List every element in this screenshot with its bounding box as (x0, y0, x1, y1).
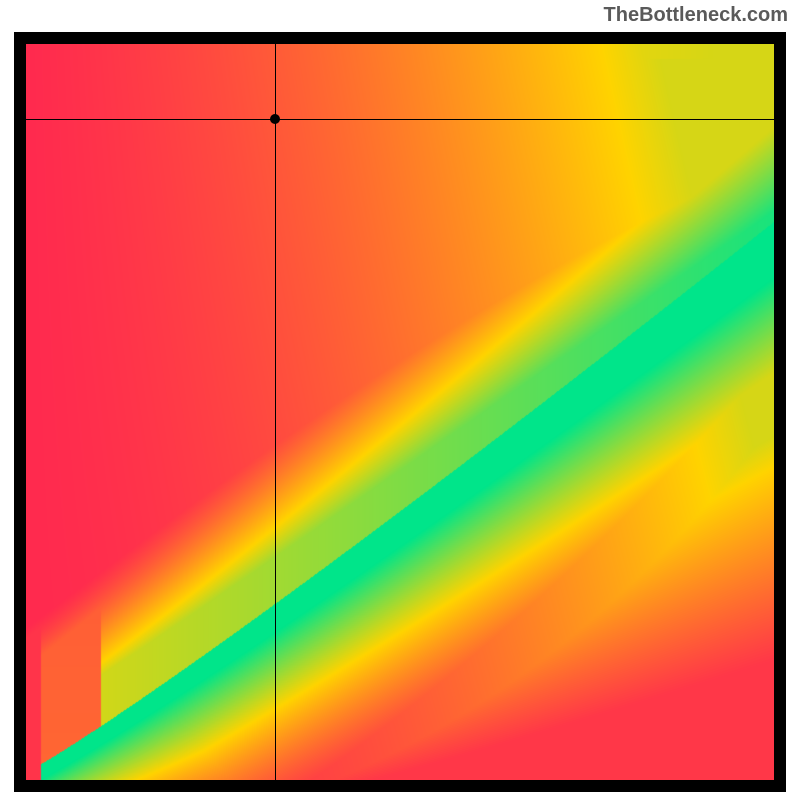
heatmap-canvas (26, 44, 774, 780)
attribution-text: TheBottleneck.com (604, 4, 788, 27)
crosshair-horizontal (26, 119, 774, 120)
bottleneck-heatmap (14, 32, 786, 792)
crosshair-vertical (275, 44, 276, 780)
crosshair-marker (270, 114, 280, 124)
